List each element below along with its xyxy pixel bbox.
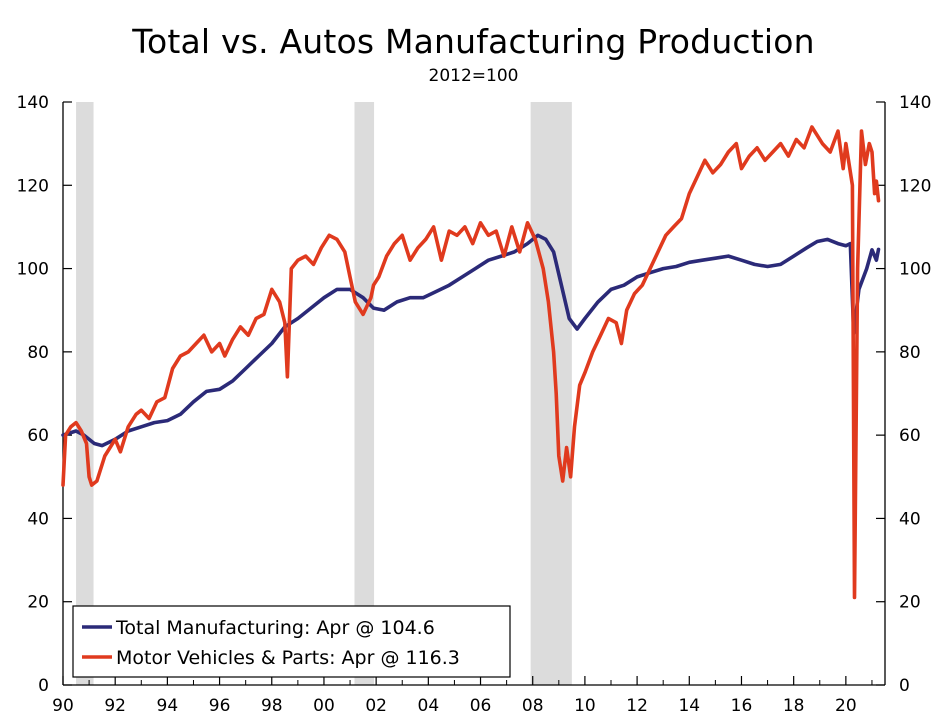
y-tick-label-left: 40 [27,509,49,529]
y-tick-label-left: 120 [17,176,49,196]
x-tick-label: 98 [261,696,283,716]
y-tick-label-left: 100 [17,260,49,280]
series-line-total-manufacturing [61,233,881,448]
x-tick-label: 10 [574,696,596,716]
y-tick-label-right: 20 [899,593,921,613]
y-tick-label-left: 140 [17,93,49,113]
legend-label-motor-vehicles: Motor Vehicles & Parts: Apr @ 116.3 [116,647,460,669]
x-tick-label: 92 [104,696,126,716]
x-tick-label: 00 [313,696,335,716]
x-tick-label: 02 [365,696,387,716]
legend-label-total-manufacturing: Total Manufacturing: Apr @ 104.6 [115,617,435,639]
x-tick-label: 20 [835,696,857,716]
y-tick-label-right: 100 [899,260,931,280]
x-tick-label: 04 [418,696,440,716]
y-tick-label-left: 60 [27,426,49,446]
series-lines [61,125,881,600]
recession-band-2 [530,102,572,685]
x-tick-label: 06 [470,696,492,716]
legend-box [72,605,511,678]
x-tick-label: 16 [731,696,753,716]
x-tick-label: 18 [783,696,805,716]
y-tick-label-right: 80 [899,343,921,363]
recession-band-1 [354,102,375,685]
y-tick-label-right: 0 [899,676,910,696]
x-tick-label: 14 [678,696,700,716]
y-tick-label-right: 40 [899,509,921,529]
x-tick-label: 94 [157,696,179,716]
x-tick-label: 12 [626,696,648,716]
y-tick-label-left: 20 [27,593,49,613]
x-tick-label: 08 [522,696,544,716]
chart-title: Total vs. Autos Manufacturing Production [132,22,815,61]
recession-band-0 [76,102,94,685]
y-tick-label-right: 120 [899,176,931,196]
x-tick-label: 90 [52,696,74,716]
y-tick-label-left: 80 [27,343,49,363]
recession-shading [76,102,572,685]
y-tick-label-left: 0 [38,676,49,696]
series-line-motor-vehicles [61,125,881,600]
chart-subtitle: 2012=100 [428,66,519,86]
y-tick-label-right: 140 [899,93,931,113]
x-tick-label: 96 [209,696,231,716]
y-tick-label-right: 60 [899,426,921,446]
chart-legend: Total Manufacturing: Apr @ 104.6 Motor V… [72,605,511,678]
